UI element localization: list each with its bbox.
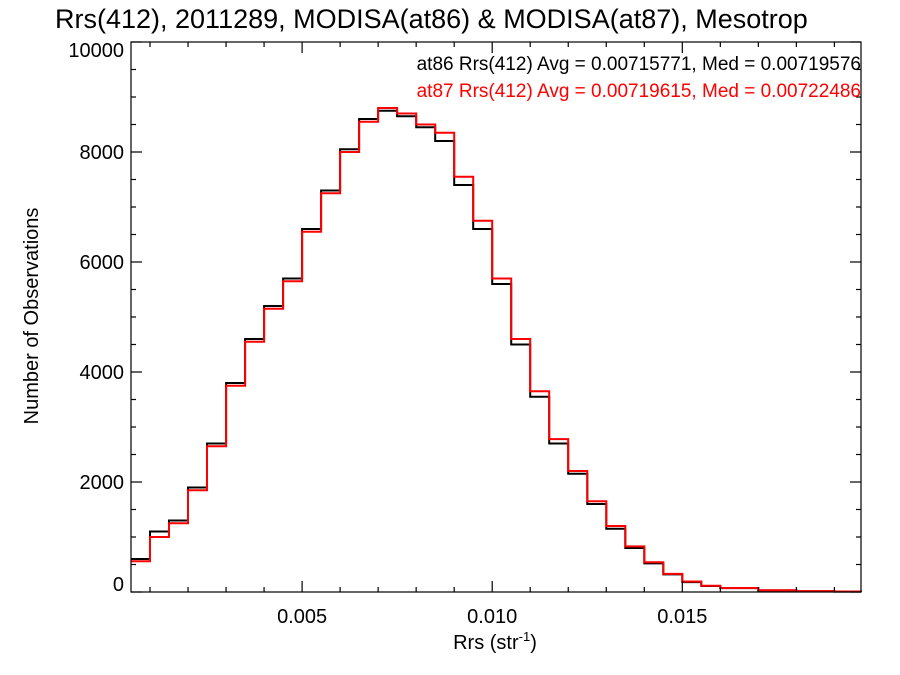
chart-title: Rrs(412), 2011289, MODISA(at86) & MODISA… bbox=[55, 4, 808, 34]
x-axis-label-main: Rrs (str bbox=[453, 632, 519, 654]
x-axis-label-suffix: ) bbox=[530, 632, 537, 654]
x-axis-label-superscript: -1 bbox=[519, 629, 531, 644]
x-tick-label: 0.015 bbox=[657, 606, 707, 628]
y-axis-label: Number of Observations bbox=[21, 208, 43, 425]
series-line-at87 bbox=[131, 107, 862, 593]
y-tick-label: 2000 bbox=[80, 472, 125, 494]
plot-area: 0.005 0.010 0.015 0 2000 4000 6000 8000 10000 bbox=[68, 40, 862, 628]
series-line-at86 bbox=[131, 109, 862, 593]
axes-frame bbox=[130, 41, 862, 593]
y-tick-label: 6000 bbox=[80, 252, 125, 274]
x-tick-label: 0.005 bbox=[277, 606, 327, 628]
y-tick-label: 4000 bbox=[80, 362, 125, 384]
y-tick-label: 8000 bbox=[80, 142, 125, 164]
x-tick-label: 0.010 bbox=[467, 606, 517, 628]
x-axis-label: Rrs (str-1) bbox=[453, 629, 537, 654]
stat-annotation-at87: at87 Rrs(412) Avg = 0.00719615, Med = 0.… bbox=[417, 81, 861, 102]
y-tick-label: 0 bbox=[113, 574, 124, 596]
stat-annotation-at86: at86 Rrs(412) Avg = 0.00715771, Med = 0.… bbox=[417, 54, 861, 75]
y-tick-label: 10000 bbox=[68, 40, 124, 62]
